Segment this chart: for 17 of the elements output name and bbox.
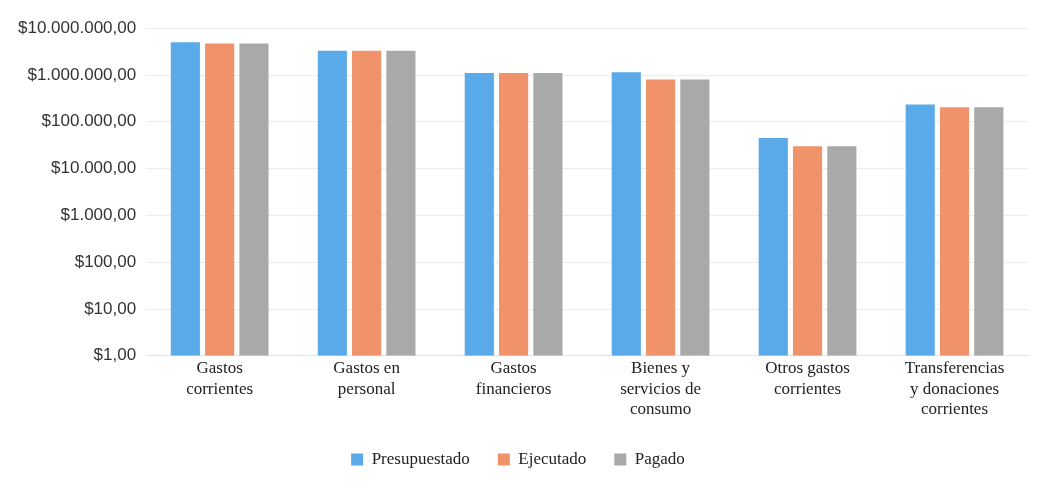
y-tick-label: $10,00: [84, 298, 137, 318]
legend-label: Pagado: [634, 448, 685, 468]
x-tick-label: Gastos corrientes: [186, 358, 254, 398]
x-tick-label: Otros gastos corrientes: [765, 358, 850, 398]
y-tick-label: $1.000.000,00: [27, 64, 137, 84]
y-tick-label: $100.000,00: [41, 111, 137, 131]
y-tick-label: $10.000,00: [51, 158, 137, 178]
x-tick-label: Transferencias y donaciones corrientes: [904, 358, 1005, 419]
x-tick-label: Bienes y servicios de consumo: [620, 358, 701, 419]
legend-label: Presupuestado: [371, 448, 470, 468]
x-tick-label: Gastos financieros: [475, 358, 552, 398]
y-tick-label: $1.000,00: [60, 205, 137, 225]
y-tick-label: $10.000.000,00: [18, 17, 137, 37]
y-tick-label: $100,00: [74, 251, 137, 271]
x-tick-label: Gastos en personal: [333, 358, 401, 398]
legend-label: Ejecutado: [518, 448, 587, 468]
y-tick-label: $1,00: [93, 345, 137, 365]
